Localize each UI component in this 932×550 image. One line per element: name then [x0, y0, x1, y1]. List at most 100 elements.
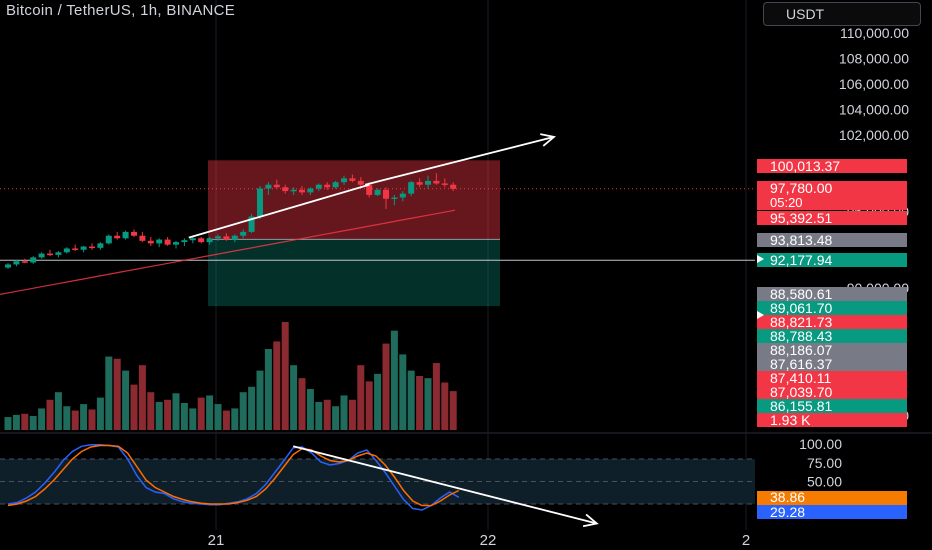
candle-body [332, 182, 339, 188]
time-axis: 21 22 2 [208, 532, 751, 549]
price-tag-bg [757, 159, 907, 173]
volume-bar [197, 397, 205, 430]
candle-body [399, 193, 406, 198]
tag-marker [757, 311, 764, 319]
countdown-label: 05:20 [770, 195, 803, 210]
price-tag: 1.93 K [757, 412, 907, 428]
candle [265, 182, 272, 195]
volume-bar [71, 410, 79, 430]
chart-title: Bitcoin / TetherUS, 1h, BINANCE [6, 2, 236, 19]
price-tag-label: 100,013.37 [770, 158, 840, 174]
candle-body [265, 184, 272, 189]
price-tag: 92,177.94 [757, 252, 907, 268]
volume-bar [449, 391, 457, 430]
candle [105, 234, 112, 245]
volume-bar [29, 415, 37, 430]
price-tag-label: 1.93 K [770, 412, 811, 428]
candle [391, 194, 398, 206]
price-tag-bg [757, 253, 907, 267]
candle [63, 247, 70, 254]
stochastic-tick-label: 100.00 [799, 436, 842, 452]
candle [198, 237, 205, 244]
volume-bar [382, 343, 390, 430]
price-tag-bg [757, 233, 907, 247]
candle-body [315, 184, 322, 189]
projection-arrow [364, 133, 557, 186]
candle [383, 187, 389, 209]
stochastic-tick-label: 50.00 [807, 474, 842, 490]
candle [416, 178, 423, 188]
volume-bar [214, 404, 222, 430]
currency-button[interactable]: USDT [763, 2, 921, 26]
candle-body [38, 253, 45, 258]
price-tag-label: 87,616.37 [770, 356, 832, 372]
stochastic-tick-label: 75.00 [807, 455, 842, 471]
candle [324, 182, 331, 190]
volume-bar [122, 370, 130, 430]
volume-bar [298, 378, 306, 430]
candle-body [156, 239, 163, 244]
candle-body [425, 180, 431, 185]
candle-body [114, 235, 121, 239]
candle-body [55, 252, 62, 255]
candle-body [290, 189, 297, 192]
candle-body [441, 183, 448, 185]
price-tick-label: 106,000.00 [839, 76, 909, 92]
price-tag-label: 87,039.70 [770, 384, 832, 400]
volume-bar [416, 376, 424, 430]
candle-body [122, 231, 129, 239]
candle-body [307, 188, 314, 193]
price-tag-label: 97,780.00 [770, 180, 832, 196]
time-tick-label: 21 [208, 532, 225, 549]
candle [290, 187, 297, 195]
candle-body [215, 236, 221, 239]
candle-body [374, 189, 381, 195]
price-tag-label: 93,813.48 [770, 232, 832, 248]
arrow-line [292, 445, 598, 525]
candle-body [341, 178, 347, 183]
tag-marker [757, 255, 764, 263]
candle-body [189, 238, 196, 241]
candle-body [240, 231, 247, 236]
candle [273, 179, 280, 189]
candle [47, 249, 53, 257]
stochastic-k-value: 38.86 [757, 489, 907, 505]
volume-bar [189, 408, 197, 430]
candle [164, 237, 171, 246]
candle [257, 186, 263, 220]
price-tag-label: 86,155.81 [770, 398, 832, 414]
volume-bar [273, 341, 281, 430]
candle [349, 174, 356, 183]
candle [131, 229, 137, 237]
candle-body [105, 235, 112, 244]
price-tag: 88,821.73 [757, 314, 907, 330]
volume-bar [248, 386, 256, 430]
price-tag: 93,813.48 [757, 232, 907, 248]
candle-body [408, 182, 415, 194]
candle [425, 175, 431, 189]
price-tag-bg [757, 181, 907, 195]
moving-average-line [0, 209, 456, 295]
candle [72, 244, 79, 252]
candle [248, 214, 255, 234]
candle [399, 191, 406, 202]
volume-bar [357, 365, 365, 430]
price-tag-bg [757, 357, 907, 371]
price-tag-bg [757, 343, 907, 357]
volume-bar [306, 388, 314, 430]
candle [147, 237, 154, 246]
volume-bar [340, 395, 348, 430]
candle [315, 183, 322, 192]
price-tick-label: 108,000.00 [839, 51, 909, 67]
candle-body [80, 246, 87, 250]
volume-bar [315, 401, 323, 430]
stochastic-divergence-arrow [292, 445, 599, 528]
volume-bar [88, 409, 96, 430]
volume-bar [105, 356, 113, 430]
candle-body [30, 257, 37, 263]
candle-body [206, 238, 213, 243]
price-tag-bg [757, 371, 907, 385]
price-tag-label: 95,392.51 [770, 210, 832, 226]
